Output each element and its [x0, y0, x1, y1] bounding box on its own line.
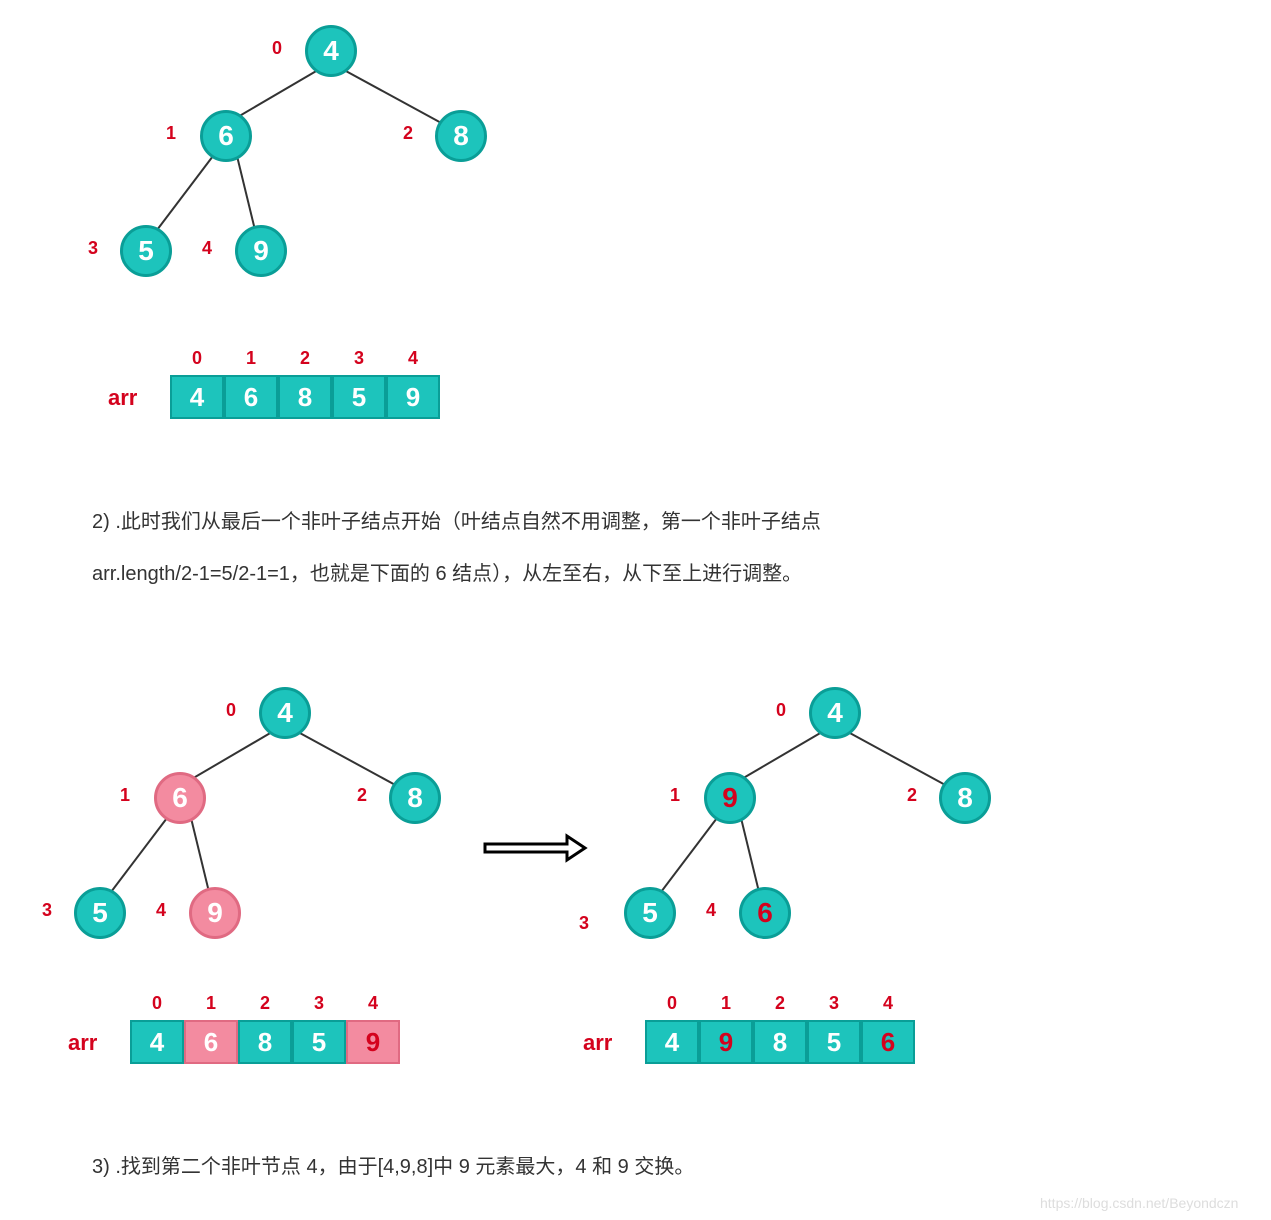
array-index: 4: [346, 993, 400, 1014]
tree-node: 9: [235, 225, 287, 277]
tree-node: 8: [389, 772, 441, 824]
tree-node: 6: [739, 887, 791, 939]
tree-node: 9: [704, 772, 756, 824]
array-index: 2: [753, 993, 807, 1014]
array-index: 2: [278, 348, 332, 369]
tree-node: 4: [259, 687, 311, 739]
array-cell: 5: [292, 1020, 346, 1064]
node-index-label: 0: [226, 700, 236, 721]
array-cell: 8: [278, 375, 332, 419]
array-cell: 9: [386, 375, 440, 419]
array-cell: 8: [238, 1020, 292, 1064]
array-cell: 5: [807, 1020, 861, 1064]
node-index-label: 2: [357, 785, 367, 806]
array-label: arr: [108, 385, 137, 411]
array-cell: 5: [332, 375, 386, 419]
node-index-label: 3: [42, 900, 52, 921]
tree-node: 8: [435, 110, 487, 162]
array-index: 3: [292, 993, 346, 1014]
array-index: 3: [332, 348, 386, 369]
array-index: 1: [699, 993, 753, 1014]
tree-node: 5: [624, 887, 676, 939]
node-index-label: 1: [120, 785, 130, 806]
array-cell: 9: [346, 1020, 400, 1064]
tree-node: 4: [305, 25, 357, 77]
array-index: 3: [807, 993, 861, 1014]
tree-node: 6: [154, 772, 206, 824]
node-index-label: 0: [776, 700, 786, 721]
array-cell: 6: [184, 1020, 238, 1064]
node-index-label: 1: [670, 785, 680, 806]
step-2-text-line-2: arr.length/2-1=5/2-1=1，也就是下面的 6 结点），从左至右…: [92, 557, 802, 586]
tree-node: 9: [189, 887, 241, 939]
array-cell: 6: [861, 1020, 915, 1064]
node-index-label: 4: [156, 900, 166, 921]
tree-node: 8: [939, 772, 991, 824]
step-3-text: 3) .找到第二个非叶节点 4，由于[4,9,8]中 9 元素最大，4 和 9 …: [92, 1150, 694, 1179]
tree-node: 5: [74, 887, 126, 939]
array-index: 0: [645, 993, 699, 1014]
node-index-label: 2: [403, 123, 413, 144]
array-label: arr: [68, 1030, 97, 1056]
array-cell: 4: [645, 1020, 699, 1064]
tree-node: 4: [809, 687, 861, 739]
array-index: 4: [861, 993, 915, 1014]
array-index: 0: [130, 993, 184, 1014]
node-index-label: 3: [88, 238, 98, 259]
array-index: 0: [170, 348, 224, 369]
tree-node: 6: [200, 110, 252, 162]
node-index-label: 3: [579, 913, 589, 934]
node-index-label: 0: [272, 38, 282, 59]
array-index: 2: [238, 993, 292, 1014]
array-cell: 9: [699, 1020, 753, 1064]
watermark: https://blog.csdn.net/Beyondczn: [1040, 1195, 1238, 1211]
array-cell: 4: [170, 375, 224, 419]
step-2-text-line-1: 2) .此时我们从最后一个非叶子结点开始（叶结点自然不用调整，第一个非叶子结点: [92, 505, 821, 534]
array-index: 4: [386, 348, 440, 369]
array-cell: 8: [753, 1020, 807, 1064]
array-label: arr: [583, 1030, 612, 1056]
node-index-label: 1: [166, 123, 176, 144]
array-index: 1: [184, 993, 238, 1014]
array-cell: 4: [130, 1020, 184, 1064]
node-index-label: 4: [202, 238, 212, 259]
array-cell: 6: [224, 375, 278, 419]
array-index: 1: [224, 348, 278, 369]
node-index-label: 2: [907, 785, 917, 806]
tree-node: 5: [120, 225, 172, 277]
node-index-label: 4: [706, 900, 716, 921]
